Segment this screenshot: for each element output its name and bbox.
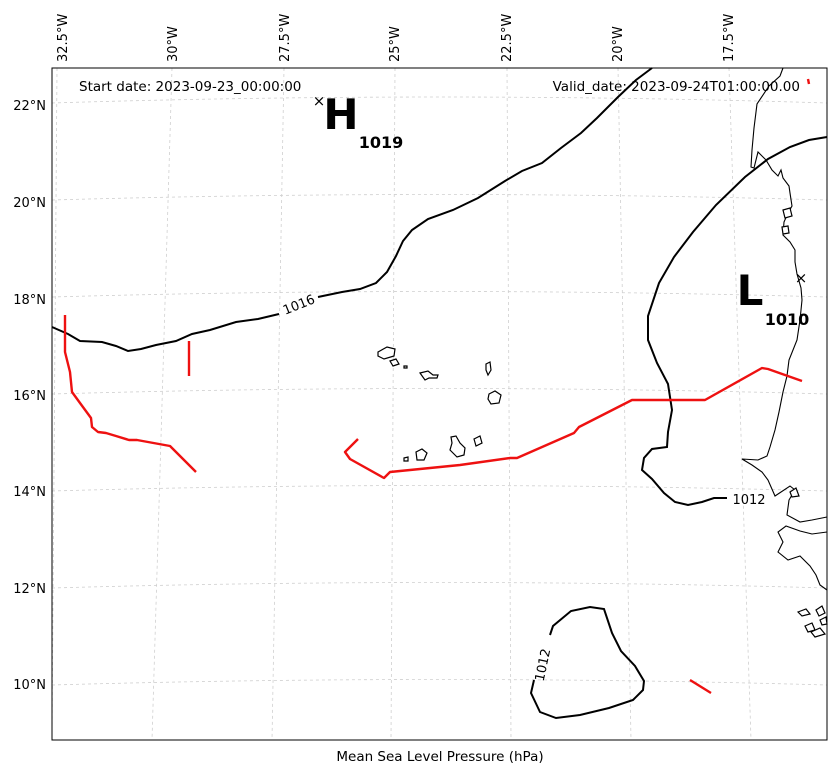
island-coast-detail-3 [789, 487, 800, 498]
lon-label-20w: 20°W [611, 26, 626, 62]
island-boa-vista [487, 390, 502, 405]
lon-label-17-5w: 17.5°W [722, 14, 737, 62]
low-center-value: 1010 [765, 310, 810, 329]
island-sal [485, 361, 492, 377]
longitude-axis: 32.5°W 30°W 27.5°W 25°W 22.5°W 20°W 17.5… [56, 14, 737, 62]
isobar-1012-coast [640, 136, 828, 507]
high-center-letter: H [323, 90, 358, 139]
front-central [343, 366, 803, 480]
island-bijagos-5 [819, 616, 828, 626]
lon-label-30w: 30°W [166, 26, 181, 62]
parallel-20n [51, 194, 828, 201]
valid-date-label: Valid_date: 2023-09-24T01:00:00.00 [553, 79, 800, 95]
parallel-14n [51, 485, 828, 492]
front-west [63, 315, 197, 473]
latitude-axis: 22°N 20°N 18°N 16°N 14°N 12°N 10°N [13, 99, 46, 693]
map-frame [51, 67, 828, 741]
parallel-12n [51, 582, 828, 589]
map-caption: Mean Sea Level Pressure (hPa) [336, 749, 543, 765]
low-center-letter: L [737, 266, 764, 315]
high-center-value: 1019 [359, 133, 404, 152]
african-coastline [741, 67, 828, 638]
graticule [51, 67, 828, 741]
lat-label-10n: 10°N [13, 678, 46, 693]
meridian-30w [151, 67, 173, 741]
low-center-marker-icon: × [795, 269, 808, 287]
island-bijagos-3 [810, 627, 827, 638]
island-bijagos-4 [815, 605, 826, 617]
lon-label-22-5w: 22.5°W [500, 14, 515, 62]
island-santiago [449, 435, 466, 458]
isobar-1012-south [529, 605, 646, 720]
isobar-label-1012-south: 1012 [533, 647, 555, 682]
lat-label-14n: 14°N [13, 485, 46, 500]
fronts [63, 78, 811, 695]
isobar-label-1016: 1016 [281, 292, 317, 318]
lon-label-32-5w: 32.5°W [56, 14, 71, 62]
island-sao-vicente [389, 358, 400, 367]
lat-label-16n: 16°N [13, 389, 46, 404]
parallel-18n [51, 291, 828, 298]
isobars [51, 67, 828, 720]
island-fogo [415, 448, 428, 461]
parallel-10n [51, 679, 828, 686]
lon-label-27-5w: 27.5°W [278, 14, 293, 62]
lat-label-12n: 12°N [13, 582, 46, 597]
front-tick-top-right [806, 78, 811, 85]
parallel-16n [51, 388, 828, 395]
meridian-17-5w [728, 67, 752, 741]
coastline-guinea [777, 525, 828, 591]
island-bijagos-1 [796, 608, 812, 617]
island-santo-antao [377, 346, 396, 360]
coastline-mainland [741, 67, 828, 523]
island-santa-luzia [403, 365, 408, 369]
front-southeast [689, 678, 712, 695]
high-center-marker-icon: × [313, 92, 326, 110]
lat-label-18n: 18°N [13, 293, 46, 308]
high-pressure-center: × H 1019 [313, 90, 404, 152]
island-maio [473, 435, 483, 447]
island-coast-detail-1 [782, 207, 793, 219]
meridian-27-5w [271, 67, 285, 741]
meridian-22-5w [506, 67, 512, 741]
start-date-label: Start date: 2023-09-23_00:00:00 [79, 79, 301, 95]
meridian-25w [390, 67, 396, 741]
low-pressure-center: × L 1010 [737, 266, 810, 329]
isobar-1016 [51, 67, 653, 353]
parallel-22n [51, 96, 828, 104]
lon-label-25w: 25°W [388, 26, 403, 62]
island-brava [403, 456, 409, 462]
meridian-32-5w [51, 67, 58, 741]
cape-verde-islands [377, 346, 502, 462]
isobar-label-1012-coast: 1012 [732, 493, 765, 508]
island-sao-nicolau [418, 370, 439, 381]
lat-label-20n: 20°N [13, 196, 46, 211]
lat-label-22n: 22°N [13, 99, 46, 114]
island-coast-detail-2 [781, 225, 790, 235]
